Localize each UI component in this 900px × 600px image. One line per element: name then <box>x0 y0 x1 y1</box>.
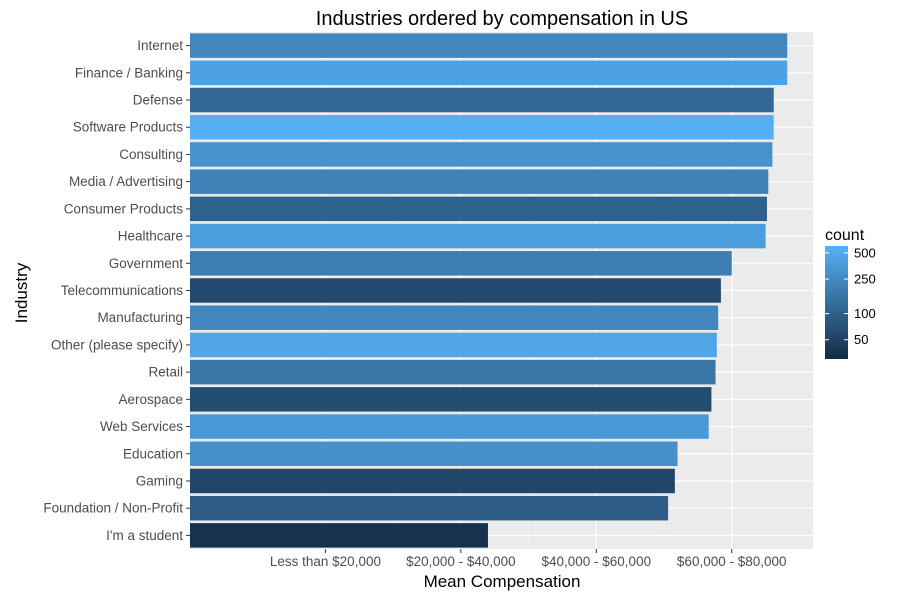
x-tick-label: $20,000 - $40,000 <box>406 554 516 569</box>
bar <box>190 523 488 548</box>
bar <box>190 169 769 194</box>
bar <box>190 60 788 86</box>
bar <box>190 332 717 358</box>
y-tick-label: Gaming <box>136 473 183 488</box>
x-tick-label: Less than $20,000 <box>270 554 381 569</box>
legend-label: 250 <box>854 272 876 287</box>
y-tick-label: Foundation / Non-Profit <box>43 501 183 516</box>
y-tick-label: Web Services <box>100 419 183 434</box>
y-tick-label: Retail <box>148 365 183 380</box>
bars <box>190 33 788 548</box>
y-tick-label: Media / Advertising <box>69 174 183 189</box>
legend-label: 50 <box>854 332 868 347</box>
y-tick-label: Internet <box>137 38 183 53</box>
bar <box>190 251 732 276</box>
bar <box>190 441 678 467</box>
x-axis-title: Mean Compensation <box>424 572 581 591</box>
bar <box>190 33 788 58</box>
bar <box>190 223 766 249</box>
y-tick-label: Aerospace <box>118 392 183 407</box>
x-tick-label: $40,000 - $60,000 <box>541 554 651 569</box>
x-axis: Less than $20,000 $20,000 - $40,000 $40,00… <box>270 549 787 569</box>
y-tick-label: Government <box>109 256 184 271</box>
bar <box>190 468 675 494</box>
legend: count 50 100 250 500 <box>825 227 876 359</box>
legend-label: 100 <box>854 306 876 321</box>
y-tick-label: Consumer Products <box>64 201 184 216</box>
y-tick-label: Healthcare <box>118 229 183 244</box>
bar <box>190 387 712 412</box>
y-tick-label: Defense <box>133 93 183 108</box>
x-tick-label: $60,000 - $80,000 <box>677 554 787 569</box>
chart-title: Industries ordered by compensation in US <box>316 8 688 30</box>
y-tick-label: Telecommunications <box>61 283 184 298</box>
y-axis: Internet Finance / Banking Defense Software… <box>43 38 190 543</box>
bar <box>190 359 716 385</box>
y-tick-label: Finance / Banking <box>75 65 183 80</box>
y-tick-label: Software Products <box>73 120 184 135</box>
legend-colorbar <box>825 246 848 359</box>
y-tick-label: I'm a student <box>106 528 183 543</box>
bar <box>190 414 709 439</box>
y-tick-label: Manufacturing <box>97 310 183 325</box>
bar <box>190 87 774 113</box>
bar <box>190 305 719 330</box>
bar <box>190 278 721 303</box>
y-tick-label: Education <box>123 446 183 461</box>
bar <box>190 495 669 521</box>
bar <box>190 196 767 222</box>
y-tick-label: Other (please specify) <box>51 337 183 352</box>
y-axis-title: Industry <box>12 262 31 323</box>
y-tick-label: Consulting <box>119 147 183 162</box>
bar <box>190 142 773 167</box>
bar <box>190 114 774 140</box>
legend-label: 500 <box>854 245 876 260</box>
legend-title: count <box>825 227 865 244</box>
